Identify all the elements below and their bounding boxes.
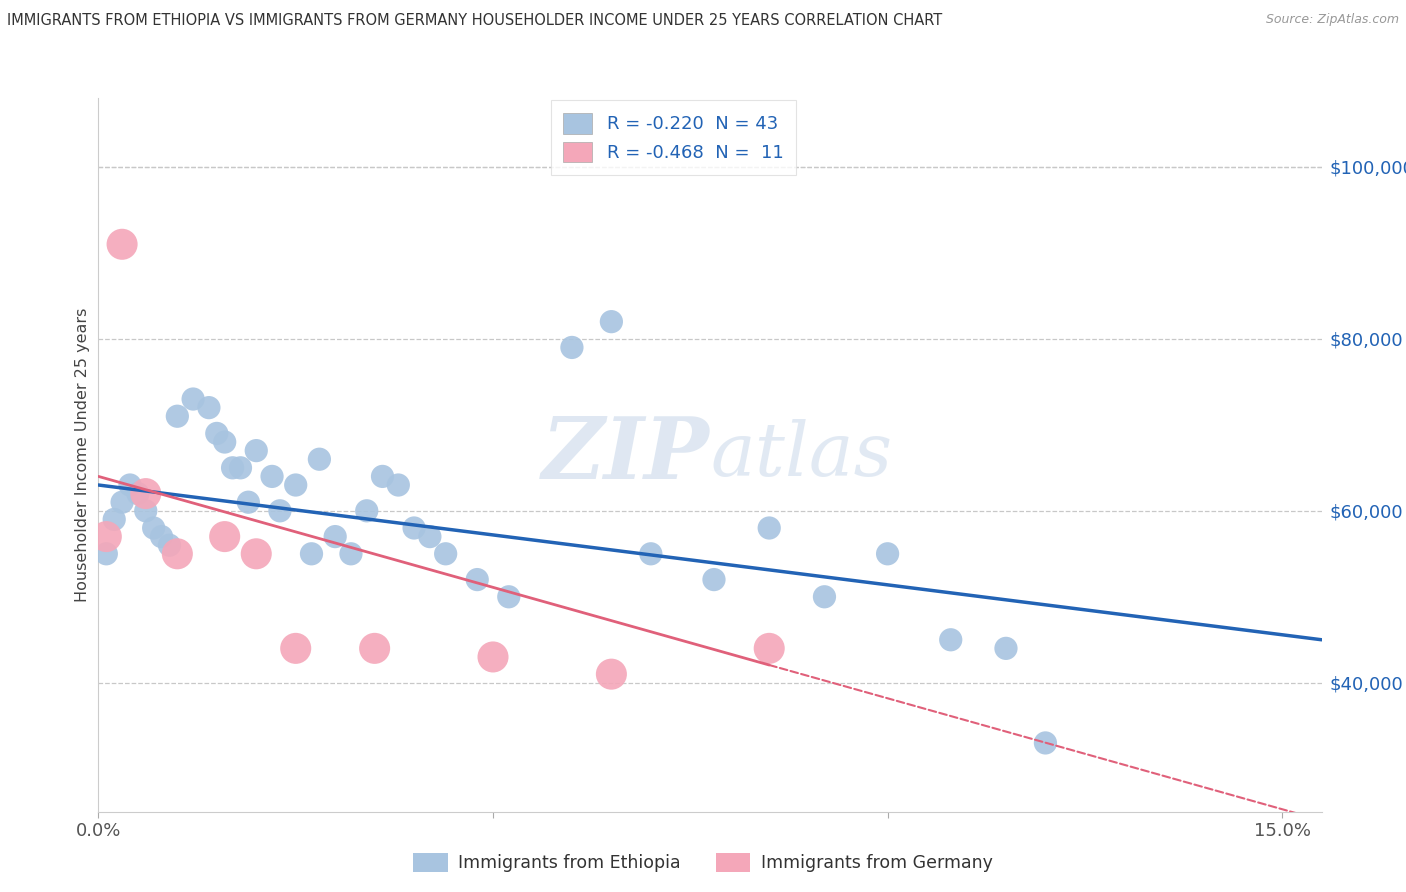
- Point: [245, 443, 267, 458]
- Point: [135, 504, 157, 518]
- Point: [301, 547, 323, 561]
- Point: [166, 409, 188, 424]
- Point: [758, 641, 780, 656]
- Point: [142, 521, 165, 535]
- Point: [363, 641, 385, 656]
- Point: [159, 538, 181, 552]
- Point: [371, 469, 394, 483]
- Point: [135, 486, 157, 500]
- Point: [994, 641, 1017, 656]
- Point: [96, 530, 118, 544]
- Text: atlas: atlas: [710, 418, 893, 491]
- Point: [419, 530, 441, 544]
- Point: [269, 504, 291, 518]
- Point: [284, 641, 307, 656]
- Point: [214, 435, 236, 450]
- Point: [127, 486, 149, 500]
- Point: [600, 315, 623, 329]
- Point: [404, 521, 426, 535]
- Point: [198, 401, 221, 415]
- Point: [703, 573, 725, 587]
- Point: [939, 632, 962, 647]
- Point: [238, 495, 260, 509]
- Point: [434, 547, 457, 561]
- Y-axis label: Householder Income Under 25 years: Householder Income Under 25 years: [75, 308, 90, 602]
- Point: [111, 237, 134, 252]
- Point: [111, 495, 134, 509]
- Point: [482, 650, 505, 665]
- Point: [1035, 736, 1057, 750]
- Point: [214, 530, 236, 544]
- Legend: Immigrants from Ethiopia, Immigrants from Germany: Immigrants from Ethiopia, Immigrants fro…: [406, 846, 1000, 879]
- Point: [260, 469, 283, 483]
- Point: [758, 521, 780, 535]
- Point: [323, 530, 346, 544]
- Point: [245, 547, 267, 561]
- Point: [813, 590, 835, 604]
- Point: [150, 530, 173, 544]
- Point: [600, 667, 623, 681]
- Point: [498, 590, 520, 604]
- Text: ZIP: ZIP: [543, 413, 710, 497]
- Point: [205, 426, 228, 441]
- Point: [103, 512, 125, 526]
- Point: [387, 478, 409, 492]
- Point: [876, 547, 898, 561]
- Point: [465, 573, 488, 587]
- Point: [561, 341, 583, 355]
- Point: [356, 504, 378, 518]
- Point: [96, 547, 118, 561]
- Point: [308, 452, 330, 467]
- Point: [118, 478, 141, 492]
- Point: [284, 478, 307, 492]
- Point: [181, 392, 204, 406]
- Legend: R = -0.220  N = 43, R = -0.468  N =  11: R = -0.220 N = 43, R = -0.468 N = 11: [551, 100, 796, 175]
- Point: [166, 547, 188, 561]
- Text: Source: ZipAtlas.com: Source: ZipAtlas.com: [1265, 13, 1399, 27]
- Point: [340, 547, 363, 561]
- Point: [221, 460, 243, 475]
- Text: IMMIGRANTS FROM ETHIOPIA VS IMMIGRANTS FROM GERMANY HOUSEHOLDER INCOME UNDER 25 : IMMIGRANTS FROM ETHIOPIA VS IMMIGRANTS F…: [7, 13, 942, 29]
- Point: [640, 547, 662, 561]
- Point: [229, 460, 252, 475]
